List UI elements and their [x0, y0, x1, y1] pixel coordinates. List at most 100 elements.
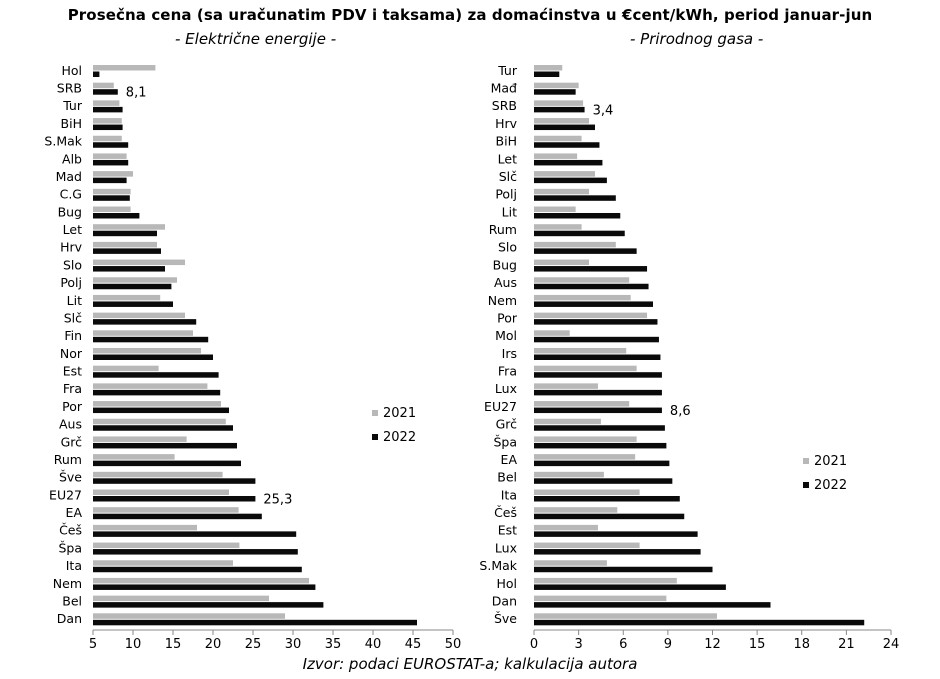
gas-category-label: Grč	[496, 417, 518, 432]
gas-bar-2021	[534, 312, 648, 319]
gas-bar-2021	[534, 294, 631, 301]
electricity-bar-2021	[93, 613, 285, 619]
gas-category-label: Mađ	[491, 81, 517, 96]
electricity-legend-swatch-2022	[372, 434, 378, 440]
electricity-bar-2021	[93, 330, 193, 336]
electricity-category-label: Aus	[59, 417, 82, 432]
electricity-bar-2022	[93, 407, 229, 414]
gas-category-label: Nem	[488, 293, 517, 308]
electricity-bar-2021	[93, 224, 165, 230]
electricity-bar-2022	[93, 159, 129, 166]
gas-bar-2022	[534, 159, 603, 166]
electricity-category-label: Češ	[59, 523, 82, 538]
electricity-bar-2022	[93, 425, 233, 431]
electricity-bar-2022	[93, 549, 298, 555]
gas-bar-2021	[534, 507, 618, 513]
electricity-bar-2021	[93, 418, 226, 425]
electricity-bar-2021	[93, 401, 221, 407]
gas-bar-2021	[534, 577, 677, 584]
gas-category-label: Let	[498, 151, 517, 166]
electricity-data-label: 25,3	[263, 493, 292, 508]
gas-tick-label: 15	[749, 637, 766, 652]
gas-bar-2022	[534, 283, 649, 290]
electricity-bar-2022	[93, 106, 123, 113]
electricity-tick-label: 40	[365, 637, 382, 652]
gas-bar-2022	[534, 336, 659, 343]
gas-bar-2022	[534, 478, 673, 484]
gas-bar-2021	[534, 595, 667, 602]
gas-bar-2022	[534, 301, 653, 307]
gas-legend-label-2022: 2022	[814, 478, 847, 493]
gas-category-label: Češ	[494, 505, 517, 520]
electricity-bar-2022	[93, 248, 161, 254]
electricity-category-label: Bel	[62, 593, 82, 608]
gas-category-label: EA	[501, 452, 518, 467]
electricity-category-label: Alb	[62, 151, 82, 166]
gas-bar-2021	[534, 383, 598, 389]
electricity-bar-2021	[93, 595, 269, 602]
gas-category-label: Bel	[497, 470, 517, 485]
electricity-tick-label: 5	[89, 637, 97, 652]
electricity-bar-2022	[93, 442, 237, 449]
electricity-category-label: Hol	[61, 63, 82, 78]
gas-category-label: Lux	[495, 540, 517, 555]
electricity-tick-label: 20	[205, 637, 222, 652]
gas-category-label: Bug	[493, 257, 517, 272]
electricity-bar-2021	[93, 259, 185, 266]
gas-bar-2022	[534, 531, 698, 537]
electricity-bar-2022	[93, 460, 241, 467]
electricity-bar-2021	[93, 507, 239, 513]
gas-bar-2022	[534, 619, 865, 626]
gas-bar-2021	[534, 100, 584, 106]
electricity-category-label: Grč	[61, 434, 83, 449]
gas-bar-2021	[534, 560, 607, 566]
electricity-bar-2021	[93, 65, 156, 71]
gas-category-label: Mol	[495, 328, 517, 343]
electricity-bar-2021	[93, 471, 223, 478]
electricity-category-label: S.Mak	[44, 134, 82, 149]
electricity-category-label: Ita	[66, 558, 82, 573]
gas-legend-label-2021: 2021	[814, 454, 847, 469]
gas-bar-2021	[534, 613, 717, 619]
electricity-legend-label-2021: 2021	[383, 406, 416, 421]
electricity-bar-2022	[93, 496, 256, 502]
electricity-bar-2021	[93, 188, 131, 195]
gas-bar-2022	[534, 89, 576, 95]
gas-bar-2021	[534, 259, 590, 266]
electricity-bar-2021	[93, 436, 187, 442]
electricity-bar-2022	[93, 283, 172, 290]
electricity-category-label: EU27	[49, 487, 82, 502]
gas-bar-2022	[534, 142, 600, 148]
gas-bar-2021	[534, 241, 616, 248]
electricity-bar-2022	[93, 619, 417, 626]
gas-bar-2022	[534, 106, 585, 113]
electricity-tick-label: 45	[405, 637, 422, 652]
gas-bar-2021	[534, 524, 598, 531]
gas-bar-2021	[534, 542, 640, 549]
electricity-tick-label: 25	[245, 637, 262, 652]
electricity-category-label: Rum	[54, 452, 82, 467]
gas-category-label: BiH	[496, 134, 517, 149]
gas-bar-2022	[534, 584, 726, 590]
gas-bar-2022	[534, 71, 560, 77]
gas-legend-swatch-2022	[803, 482, 809, 488]
gas-category-label: SRB	[492, 98, 517, 113]
electricity-bar-2021	[93, 135, 122, 142]
electricity-category-label: Nem	[53, 576, 82, 591]
electricity-bar-2021	[93, 454, 175, 460]
gas-bar-2022	[534, 319, 658, 325]
electricity-category-label: Let	[63, 222, 82, 237]
gas-bar-2021	[534, 348, 627, 354]
source-note: Izvor: podaci EUROSTAT-a; kalkulacija au…	[302, 655, 638, 673]
electricity-bar-2022	[93, 478, 256, 484]
gas-category-label: Aus	[494, 275, 517, 290]
gas-category-label: Tur	[497, 63, 518, 78]
electricity-bar-2022	[93, 71, 100, 77]
electricity-bar-2021	[93, 277, 177, 283]
gas-tick-label: 9	[664, 637, 672, 652]
electricity-bar-2021	[93, 153, 127, 159]
gas-bar-2021	[534, 489, 640, 495]
electricity-bar-2022	[93, 372, 219, 378]
gas-bar-2022	[534, 213, 621, 219]
electricity-bar-2021	[93, 383, 208, 389]
